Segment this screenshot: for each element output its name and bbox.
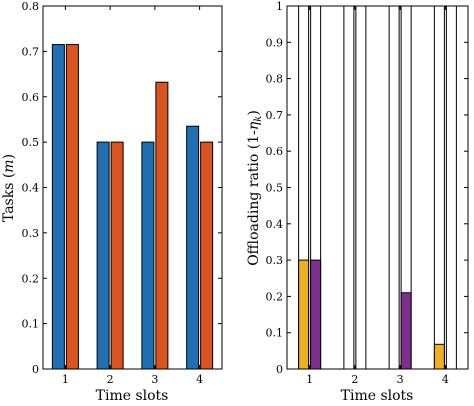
tasks-x-tick-label: 3 (151, 373, 158, 386)
tasks-x-ticks: 1 2 3 4 (62, 6, 203, 386)
offloading-y-axis-label-subscript: k (253, 116, 264, 122)
tasks-y-tick-label: 0.5 (22, 136, 40, 149)
offloading-bar (310, 259, 322, 370)
tasks-bar (186, 125, 200, 370)
offloading-x-tick-label: 4 (442, 373, 449, 386)
offloading-y-axis-label-end: ) (246, 110, 262, 115)
offloading-bar (433, 343, 445, 370)
tasks-y-tick-label: 0.7 (22, 45, 40, 58)
offloading-y-tick-label: 1 (276, 0, 283, 13)
tasks-y-tick-label: 0.1 (22, 318, 40, 331)
offloading-y-ticks: 0 0.1 0.2 0.3 0.4 0.5 0.6 0.7 0.8 0.9 1 (266, 0, 468, 376)
offloading-y-tick-label: 0.3 (266, 254, 284, 267)
tasks-bar (141, 141, 155, 370)
tasks-y-axis-label: Tasks (m) (1, 154, 17, 222)
offloading-y-tick-label: 0.8 (266, 73, 284, 86)
offloading-bar-outline (433, 5, 445, 370)
offloading-x-tick-label: 1 (306, 373, 313, 386)
offloading-y-tick-label: 0.4 (266, 218, 284, 231)
offloading-y-axis-label-main: Offloading ratio (1- (246, 130, 262, 266)
tasks-x-tick-label: 2 (107, 373, 114, 386)
offloading-bar-outline (445, 5, 457, 370)
tasks-y-axis-label-end: ) (1, 154, 17, 159)
tasks-bar (110, 141, 124, 370)
tasks-bar (200, 141, 214, 370)
offloading-y-tick-label: 0.2 (266, 290, 284, 303)
offloading-bar (400, 292, 412, 370)
offloading-bar-outline (343, 5, 355, 370)
tasks-y-tick-label: 0 (32, 363, 39, 376)
tasks-y-tick-label: 0.4 (22, 182, 40, 195)
offloading-y-tick-label: 0.1 (266, 327, 284, 340)
tasks-y-tick-label: 0.3 (22, 227, 40, 240)
tasks-x-tick-label: 4 (196, 373, 203, 386)
tasks-bar (155, 81, 169, 370)
tasks-bar (51, 44, 65, 370)
offloading-bars (298, 5, 457, 370)
offloading-y-tick-label: 0.7 (266, 109, 284, 122)
tasks-bars (51, 44, 214, 370)
offloading-bar-outline (388, 5, 400, 370)
offloading-chart: 0 0.1 0.2 0.3 0.4 0.5 0.6 0.7 0.8 0.9 1 1 2 3 4 Time … (246, 0, 469, 404)
offloading-y-tick-label: 0.5 (266, 182, 284, 195)
tasks-y-axis-label-symbol: m (1, 159, 17, 172)
offloading-x-axis-label: Time slots (341, 388, 414, 404)
tasks-x-axis-label: Time slots (96, 388, 169, 404)
offloading-x-tick-label: 3 (397, 373, 404, 386)
offloading-x-tick-label: 2 (351, 373, 358, 386)
offloading-y-axis-label: Offloading ratio (1-ηk) (246, 110, 264, 266)
offloading-y-tick-label: 0 (276, 363, 283, 376)
tasks-y-tick-label: 0.8 (22, 0, 40, 13)
offloading-x-ticks: 1 2 3 4 (306, 6, 449, 386)
tasks-y-axis-label-main: Tasks ( (1, 173, 17, 222)
offloading-y-tick-label: 0.6 (266, 145, 284, 158)
offloading-bar-outline (355, 5, 367, 370)
tasks-y-tick-label: 0.2 (22, 272, 40, 285)
offloading-y-axis-label-symbol: η (246, 121, 262, 130)
offloading-y-tick-label: 0.9 (266, 36, 284, 49)
tasks-x-tick-label: 1 (62, 373, 69, 386)
tasks-y-ticks: 0 0.1 0.2 0.3 0.4 0.5 0.6 0.7 0.8 (22, 0, 222, 376)
tasks-y-tick-label: 0.6 (22, 91, 40, 104)
tasks-bar (96, 141, 110, 370)
offloading-bar (298, 259, 310, 370)
tasks-bar (65, 44, 79, 370)
tasks-chart: 0 0.1 0.2 0.3 0.4 0.5 0.6 0.7 0.8 1 2 3 4 Time slot… (1, 0, 223, 404)
